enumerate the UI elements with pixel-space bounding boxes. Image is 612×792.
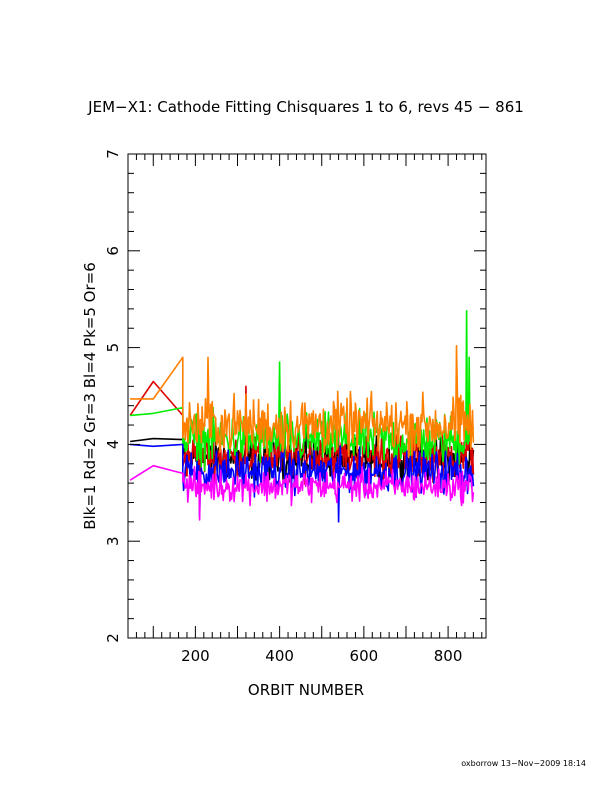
- y-tick-label-4: 4: [104, 440, 122, 450]
- x-axis-label: ORBIT NUMBER: [248, 681, 364, 699]
- series-line-6: [130, 344, 475, 459]
- y-tick-label-2: 2: [104, 633, 122, 643]
- y-tick-label-5: 5: [104, 343, 122, 353]
- y-tick-label-6: 6: [104, 246, 122, 256]
- x-tick-label-600: 600: [350, 647, 379, 665]
- y-axis-label: Blk=1 Rd=2 Gr=3 Bl=4 Pk=5 Or=6: [81, 262, 99, 530]
- x-tick-label-200: 200: [181, 647, 210, 665]
- chart-title: JEM−X1: Cathode Fitting Chisquares 1 to …: [87, 98, 524, 116]
- x-tick-label-400: 400: [265, 647, 294, 665]
- plot-frame: [127, 153, 487, 639]
- axis-tick-labels: 200 400 600 800 2 3 4 5 6 7: [104, 149, 462, 665]
- plot-series-group: [129, 310, 475, 523]
- y-tick-label-3: 3: [104, 536, 122, 546]
- x-tick-label-800: 800: [434, 647, 463, 665]
- footer-credit: oxborrow 13−Nov−2009 18:14: [461, 759, 586, 768]
- series-line-5: [129, 464, 475, 521]
- y-tick-label-7: 7: [104, 149, 122, 159]
- axis-ticks: [128, 153, 486, 639]
- series-line-3: [130, 310, 475, 472]
